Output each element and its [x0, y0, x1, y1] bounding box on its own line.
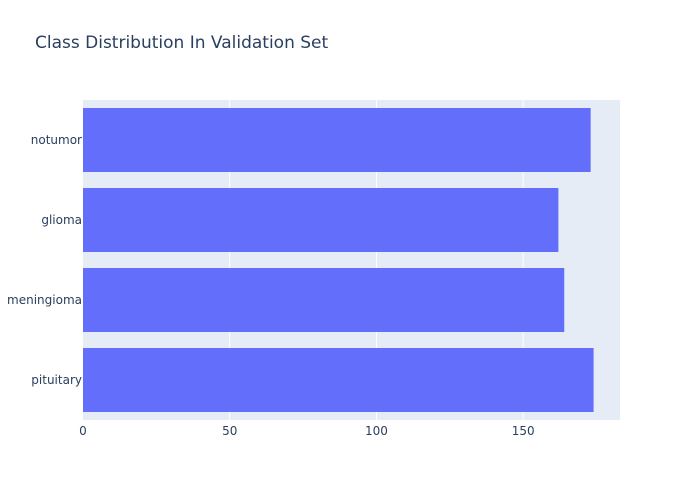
x-tick-label: 150	[512, 424, 535, 438]
bar-meningioma[interactable]	[83, 268, 565, 332]
y-tick-label: pituitary	[31, 373, 82, 387]
bar-notumor[interactable]	[83, 108, 591, 172]
y-tick-label: meningioma	[7, 293, 82, 307]
y-tick-label: notumor	[31, 133, 82, 147]
bar-pituitary[interactable]	[83, 348, 594, 412]
x-tick-label: 0	[79, 424, 87, 438]
y-tick-label: glioma	[41, 213, 82, 227]
x-axis-labels: 0 50 100 150	[79, 424, 534, 438]
chart-title: Class Distribution In Validation Set	[35, 33, 329, 53]
bars	[83, 108, 594, 412]
x-tick-label: 50	[222, 424, 237, 438]
x-tick-label: 100	[365, 424, 388, 438]
bar-glioma[interactable]	[83, 188, 559, 252]
y-axis-labels: notumor glioma meningioma pituitary	[7, 133, 82, 387]
